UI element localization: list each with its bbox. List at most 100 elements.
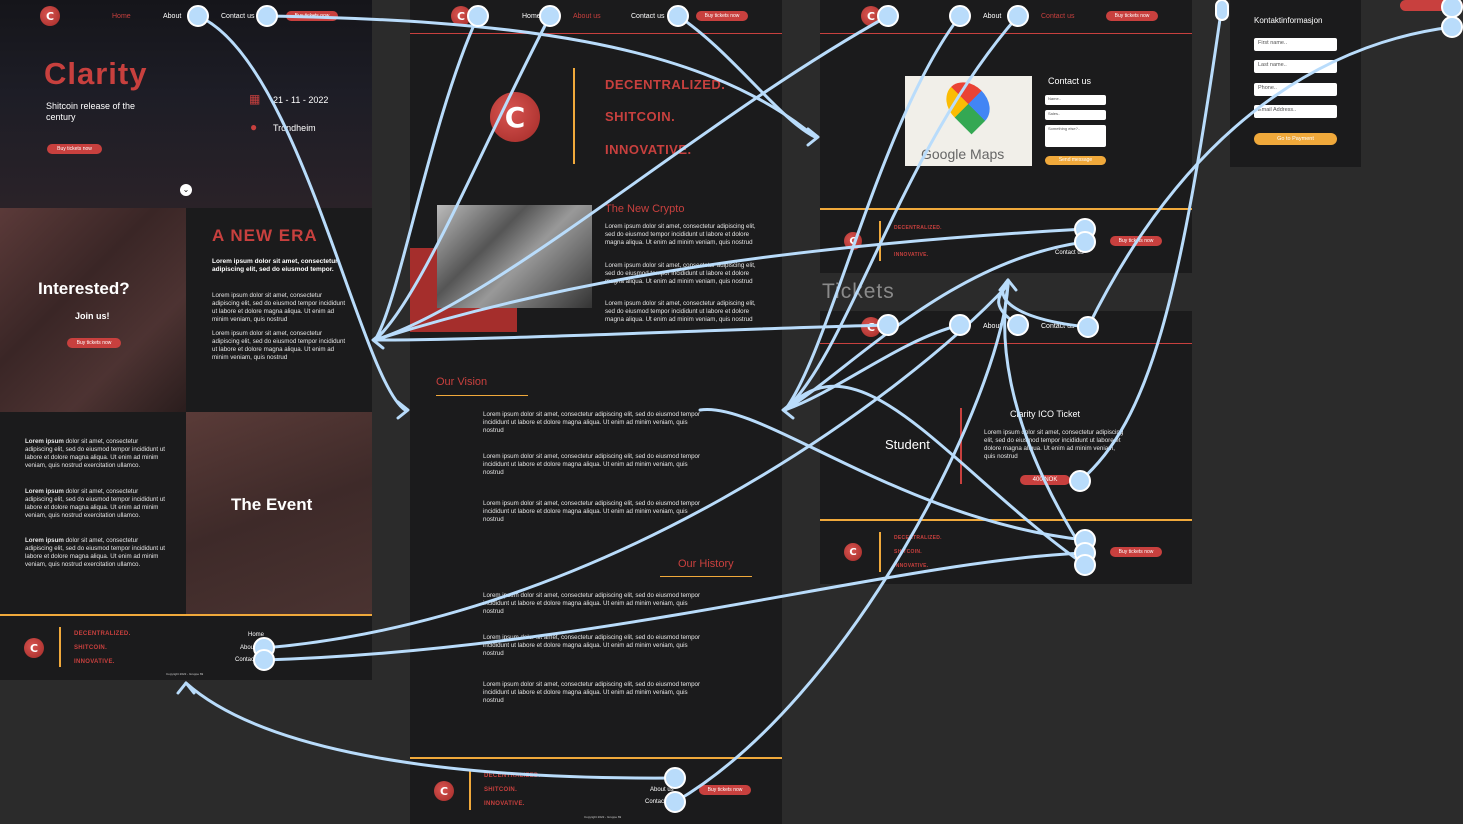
history-paragraph-3: Lorem ipsum dolor sit amet, consectetur …: [483, 681, 701, 704]
nav-home[interactable]: Home: [522, 13, 541, 20]
footer-buy-button[interactable]: Buy tickets now: [1110, 236, 1162, 246]
about-logo-icon: [490, 92, 540, 142]
vision-paragraph-1: Lorem ipsum dolor sit amet, consectetur …: [483, 411, 701, 434]
footer-logo-icon[interactable]: [844, 232, 862, 250]
crypto-paragraph-1: Lorem ipsum dolor sit amet, consectetur …: [605, 223, 756, 246]
arrow-head-icon: [998, 278, 1018, 292]
map-preview[interactable]: Google Maps: [905, 73, 1032, 166]
history-underline: [660, 576, 752, 577]
footer-tag-1: DECENTRALIZED.: [894, 535, 942, 541]
logo-icon[interactable]: [861, 6, 881, 26]
go-to-payment-button[interactable]: Go to Payment: [1254, 133, 1337, 145]
tickets-page-label: Tickets: [822, 280, 895, 303]
wire-handle[interactable]: [1215, 0, 1229, 21]
nav-about[interactable]: About: [983, 323, 1002, 330]
footer-about-link[interactable]: About us: [650, 787, 674, 793]
hero-buy-button[interactable]: Buy tickets now: [47, 144, 102, 154]
footer-contact-link[interactable]: Contact us: [645, 799, 674, 805]
wire-node[interactable]: [1441, 16, 1463, 38]
email-field[interactable]: Sales..: [1045, 110, 1106, 120]
about-vline: [573, 68, 575, 164]
footer-buy-button[interactable]: Buy tickets now: [699, 785, 751, 795]
header-divider: [410, 33, 782, 34]
footer-tag-3: INNOVATIVE.: [894, 252, 929, 258]
logo-icon[interactable]: [861, 317, 881, 337]
nav-buy-button[interactable]: Buy tickets now: [696, 11, 748, 21]
nav-contact[interactable]: Contact us: [221, 13, 255, 20]
calendar-icon: ▦: [249, 92, 261, 106]
corner-buy-button[interactable]: [1400, 0, 1463, 11]
footer-tag-2: SHITCOIN.: [74, 645, 108, 651]
footer-divider: [410, 757, 782, 759]
footer-vline: [469, 770, 471, 810]
map-label: Google Maps: [921, 146, 1005, 162]
arrow-head-icon: [371, 330, 385, 350]
first-name-field[interactable]: First name..: [1254, 38, 1337, 51]
arrow-head-icon: [396, 400, 410, 420]
nav-about-us[interactable]: About us: [573, 13, 601, 20]
nav-contact[interactable]: Contact us: [1041, 13, 1075, 20]
footer-home-link[interactable]: Home: [248, 632, 265, 638]
scroll-down-icon[interactable]: ⌄: [180, 184, 192, 196]
footer-tag-1: DECENTRALIZED.: [894, 225, 942, 231]
form-title: Kontaktinformasjon: [1254, 16, 1323, 25]
ticket-vline: [960, 408, 962, 484]
era-paragraph-2: Lorem ipsum dolor sit amet, consectetur …: [212, 330, 346, 361]
nav-about[interactable]: About: [983, 13, 1002, 20]
phone-field[interactable]: Phone..: [1254, 83, 1337, 96]
hero-title: Clarity: [44, 56, 148, 91]
header-divider: [820, 33, 1192, 34]
send-message-button[interactable]: Send message: [1045, 156, 1106, 165]
nav-contact[interactable]: Contact us: [1041, 323, 1075, 330]
about-tag-3: INNOVATIVE.: [605, 142, 692, 157]
history-title: Our History: [678, 558, 734, 570]
event-paragraph-1: Lorem ipsum dolor sit amet, consectetur …: [25, 438, 165, 469]
nav-home[interactable]: Home: [112, 13, 131, 20]
nav-about[interactable]: About: [163, 13, 182, 20]
footer-tag-2: SHITCOIN.: [484, 787, 518, 793]
logo-icon[interactable]: [40, 6, 60, 26]
about-tag-2: SHITCOIN.: [605, 109, 676, 124]
email-address-field[interactable]: Email Address..: [1254, 105, 1337, 118]
footer-divider: [820, 208, 1192, 210]
footer-logo-icon[interactable]: [434, 781, 454, 801]
history-paragraph-1: Lorem ipsum dolor sit amet, consectetur …: [483, 592, 701, 615]
event-title: The Event: [231, 495, 313, 514]
footer-divider: [820, 519, 1192, 521]
footer-contact-link[interactable]: Contact us: [235, 657, 264, 663]
footer-vline: [879, 221, 881, 261]
payment-form-frame: Kontaktinformasjon First name.. Last nam…: [1230, 0, 1361, 167]
ticket-price-button[interactable]: 400 NOK: [1020, 475, 1070, 485]
era-title: A NEW ERA: [212, 226, 318, 245]
arrow-head-icon: [176, 681, 196, 695]
last-name-field[interactable]: Last name..: [1254, 60, 1337, 73]
ticket-description: Lorem ipsum dolor sit amet, consectetur …: [984, 429, 1124, 460]
nav-buy-button[interactable]: Buy tickets now: [286, 11, 338, 21]
about-frame: Home About us Contact us Buy tickets now…: [410, 0, 782, 824]
footer-buy-button[interactable]: Buy tickets now: [1110, 547, 1162, 557]
footer-logo-icon[interactable]: [844, 543, 862, 561]
hero-location: Trondheim: [273, 123, 316, 133]
city-photo: [0, 208, 186, 412]
header-divider: [820, 343, 1192, 344]
footer-about-link[interactable]: About us: [240, 645, 264, 651]
footer-contact-link[interactable]: Contact us: [1055, 250, 1084, 256]
student-label: Student: [885, 437, 930, 452]
message-field[interactable]: Something else?..: [1045, 125, 1106, 147]
footer-tag-3: INNOVATIVE.: [484, 801, 525, 807]
nav-buy-button[interactable]: Buy tickets now: [1106, 11, 1158, 21]
location-pin-icon: ●: [250, 120, 258, 134]
arrow-head-icon: [806, 127, 820, 147]
nav-contact[interactable]: Contact us: [631, 13, 665, 20]
era-bold-text: Lorem ipsum dolor sit amet, consectetur …: [212, 258, 338, 273]
hero-date: 21 - 11 - 2022: [273, 95, 329, 105]
footer-logo-icon[interactable]: [24, 638, 44, 658]
footer-vline: [879, 532, 881, 572]
name-field[interactable]: Name..: [1045, 95, 1106, 105]
vision-paragraph-3: Lorem ipsum dolor sit amet, consectetur …: [483, 500, 701, 523]
interested-heading: Interested?: [38, 279, 130, 298]
tickets-frame: About Contact us Student Clarity ICO Tic…: [820, 311, 1192, 584]
logo-icon[interactable]: [451, 6, 471, 26]
footer-vline: [59, 627, 61, 667]
interested-buy-button[interactable]: Buy tickets now: [67, 338, 121, 348]
